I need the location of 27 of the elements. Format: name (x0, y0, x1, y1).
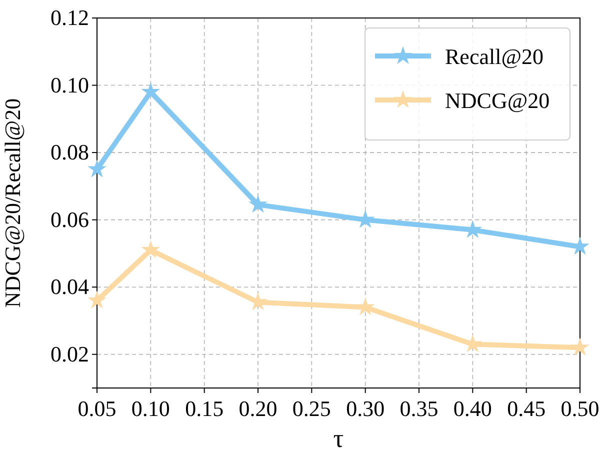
x-tick-label: 0.20 (238, 396, 278, 421)
point (356, 297, 375, 316)
x-tick-label: 0.05 (78, 396, 116, 421)
y-tick-label: 0.08 (50, 140, 89, 165)
x-tick-label: 0.10 (131, 396, 170, 421)
point (570, 338, 590, 356)
x-tick-label: 0.30 (346, 396, 385, 421)
legend-label: Recall@20 (445, 44, 544, 69)
x-tick-label: 0.35 (400, 396, 438, 421)
x-tick-label: 0.15 (185, 396, 224, 421)
y-tick-label: 0.10 (50, 72, 89, 98)
point (248, 194, 268, 213)
y-tick-label: 0.12 (50, 5, 89, 30)
x-tick-label: 0.25 (292, 396, 331, 421)
point (141, 240, 160, 258)
y-axis-title: NDCG@20/Recall@20 (0, 98, 25, 308)
y-tick-label: 0.06 (50, 206, 89, 232)
y-tick-label: 0.02 (50, 341, 89, 366)
point (88, 290, 106, 309)
legend-label: NDCG@20 (445, 88, 550, 113)
x-tick-label: 0.50 (560, 396, 600, 421)
x-axis-title: τ (333, 424, 344, 453)
point (88, 159, 106, 178)
x-tick-label: 0.40 (453, 396, 492, 421)
x-tick-label: 0.45 (507, 396, 546, 421)
point (463, 220, 482, 238)
y-tick-label: 0.04 (50, 274, 89, 300)
